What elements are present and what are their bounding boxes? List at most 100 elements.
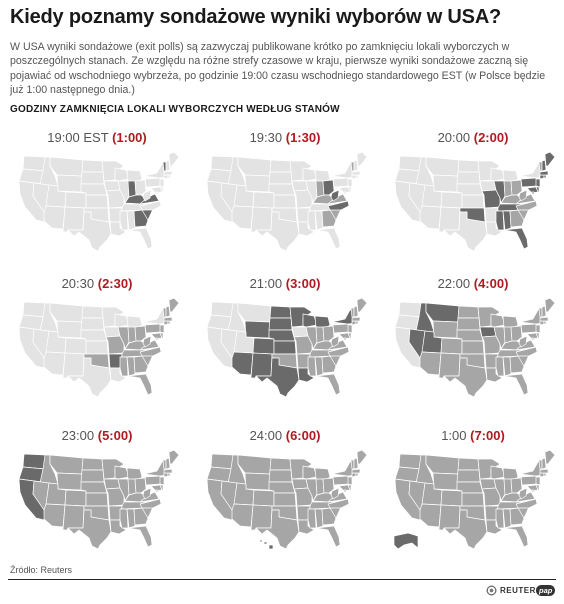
state-north-dakota xyxy=(81,457,104,471)
state-pennsylvania xyxy=(520,177,538,188)
state-mississippi xyxy=(119,356,129,377)
state-connecticut xyxy=(351,174,357,180)
state-colorado xyxy=(64,489,87,507)
state-indiana xyxy=(315,326,325,344)
time-pl: (2:30) xyxy=(97,276,133,291)
state-texas xyxy=(255,211,300,252)
state-florida xyxy=(503,227,529,250)
time-est: 19:00 EST xyxy=(47,130,109,145)
state-wyoming xyxy=(244,320,271,339)
state-arizona xyxy=(419,205,442,230)
state-new-mexico xyxy=(250,206,273,233)
state-connecticut xyxy=(539,320,545,326)
reuters-credit: REUTERS xyxy=(486,585,542,596)
state-ohio xyxy=(510,477,523,494)
state-west-virginia xyxy=(330,189,340,202)
state-north-carolina xyxy=(327,498,350,509)
state-ohio xyxy=(322,179,335,196)
state-arizona xyxy=(43,351,66,376)
state-west-virginia xyxy=(518,189,528,202)
state-iowa xyxy=(479,180,497,192)
state-connecticut xyxy=(351,472,357,478)
state-washington-d-c- xyxy=(155,191,159,195)
state-wisconsin xyxy=(114,167,130,182)
state-mississippi xyxy=(307,508,317,529)
state-arizona xyxy=(419,351,442,376)
state-montana xyxy=(425,454,460,475)
state-iowa xyxy=(103,180,121,192)
state-rhode-island xyxy=(355,174,359,179)
state-wyoming xyxy=(56,174,83,193)
description: W USA wyniki sondażowe (exit polls) są z… xyxy=(10,41,546,97)
state-iowa xyxy=(479,326,497,338)
state-south-dakota xyxy=(456,317,481,331)
state-washington xyxy=(22,155,47,172)
time-pl: (1:00) xyxy=(112,130,147,145)
state-connecticut xyxy=(163,320,169,326)
state-alabama xyxy=(314,356,324,377)
state-delaware xyxy=(347,484,352,491)
us-map xyxy=(393,450,556,550)
state-alabama xyxy=(314,210,324,231)
state-hawaii xyxy=(259,539,274,550)
state-connecticut xyxy=(539,174,545,180)
state-delaware xyxy=(159,332,164,339)
state-rhode-island xyxy=(167,320,171,325)
state-mississippi xyxy=(307,210,317,231)
state-florida xyxy=(503,373,529,396)
state-new-mexico xyxy=(438,352,461,379)
state-west-virginia xyxy=(142,487,152,500)
state-wyoming xyxy=(432,472,459,491)
pap-logo: pap xyxy=(536,585,556,596)
state-rhode-island xyxy=(355,472,359,477)
state-ohio xyxy=(134,325,147,342)
state-kansas xyxy=(85,340,109,355)
state-delaware xyxy=(535,186,540,193)
state-maine xyxy=(544,450,556,465)
state-indiana xyxy=(315,478,325,496)
state-wisconsin xyxy=(302,465,318,480)
panel-label: 1:00 (7:00) xyxy=(388,428,558,443)
state-kansas xyxy=(461,194,485,209)
state-new-jersey xyxy=(535,324,541,334)
state-pennsylvania xyxy=(144,177,162,188)
state-iowa xyxy=(291,326,309,338)
state-washington xyxy=(210,155,235,172)
state-connecticut xyxy=(163,472,169,478)
state-arizona xyxy=(231,351,254,376)
state-delaware xyxy=(347,332,352,339)
state-kansas xyxy=(461,492,485,507)
state-new-hampshire xyxy=(541,457,547,470)
state-south-dakota xyxy=(80,317,105,331)
state-west-virginia xyxy=(330,487,340,500)
state-connecticut xyxy=(351,320,357,326)
state-new-hampshire xyxy=(353,305,359,318)
state-ohio xyxy=(510,325,523,342)
state-wisconsin xyxy=(490,313,506,328)
state-florida xyxy=(127,227,153,250)
state-new-hampshire xyxy=(353,159,359,172)
state-new-mexico xyxy=(438,206,461,233)
state-indiana xyxy=(127,478,137,496)
state-montana xyxy=(237,454,272,475)
state-ohio xyxy=(134,477,147,494)
state-arizona xyxy=(231,205,254,230)
state-connecticut xyxy=(163,174,169,180)
state-maine xyxy=(168,450,180,465)
state-alabama xyxy=(126,508,136,529)
us-map xyxy=(18,450,180,550)
state-pennsylvania xyxy=(144,323,162,334)
state-florida xyxy=(503,525,529,548)
state-maine xyxy=(168,152,180,167)
state-north-dakota xyxy=(457,305,480,319)
state-florida xyxy=(315,525,341,548)
state-wisconsin xyxy=(490,465,506,480)
state-delaware xyxy=(347,186,352,193)
panel-label: 19:00 EST (1:00) xyxy=(12,130,182,145)
time-pl: (7:00) xyxy=(470,428,505,443)
state-colorado xyxy=(64,337,87,355)
state-arizona xyxy=(43,205,66,230)
state-indiana xyxy=(315,180,325,198)
state-new-hampshire xyxy=(353,457,359,470)
state-new-jersey xyxy=(347,324,353,334)
